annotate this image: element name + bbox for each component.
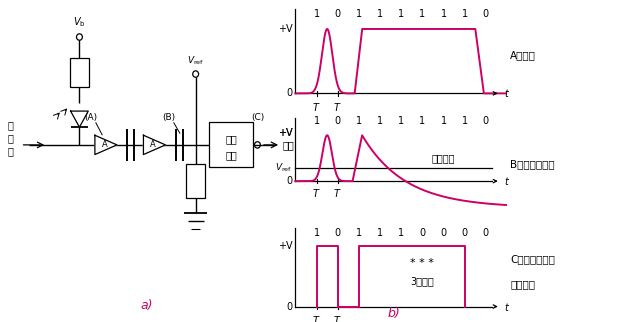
Text: 1: 1 <box>441 9 446 19</box>
Text: $t$: $t$ <box>504 300 510 313</box>
Text: $t$: $t$ <box>504 175 510 187</box>
Text: $V_\mathrm{b}$: $V_\mathrm{b}$ <box>73 16 86 29</box>
Text: 1: 1 <box>356 116 362 126</box>
Text: +V: +V <box>277 242 292 251</box>
Text: A点波形: A点波形 <box>510 50 536 60</box>
Text: 1: 1 <box>398 9 404 19</box>
Bar <box>70 58 89 87</box>
Text: $T$: $T$ <box>334 187 342 199</box>
Text: 1: 1 <box>356 9 362 19</box>
Text: 电路: 电路 <box>225 150 237 160</box>
Text: 1: 1 <box>377 9 383 19</box>
Text: b): b) <box>388 308 401 320</box>
Text: 1: 1 <box>441 116 446 126</box>
Text: 1: 1 <box>419 9 426 19</box>
Text: 判决门限: 判决门限 <box>432 153 455 163</box>
Text: 0: 0 <box>441 228 446 238</box>
Text: 判决: 判决 <box>225 135 237 145</box>
Text: B点判决前波形: B点判决前波形 <box>510 159 555 169</box>
Text: 光: 光 <box>8 120 13 131</box>
Text: 输出: 输出 <box>282 140 294 150</box>
Polygon shape <box>95 135 117 155</box>
Text: $T$: $T$ <box>312 314 321 322</box>
Text: $T$: $T$ <box>312 101 321 113</box>
Text: a): a) <box>141 299 153 312</box>
Text: $t$: $t$ <box>504 87 510 99</box>
Text: (C): (C) <box>251 113 264 122</box>
Text: 1: 1 <box>398 116 404 126</box>
Text: 1: 1 <box>356 228 362 238</box>
Text: +V: +V <box>277 128 292 138</box>
Text: 1: 1 <box>314 116 320 126</box>
Text: * * *: * * * <box>411 258 434 268</box>
Text: 输: 输 <box>8 133 13 144</box>
Text: 1: 1 <box>377 116 383 126</box>
Text: A: A <box>150 140 156 149</box>
Text: C点输出产生误: C点输出产生误 <box>510 255 555 265</box>
Text: $T$: $T$ <box>334 314 342 322</box>
Text: 0: 0 <box>461 228 468 238</box>
Polygon shape <box>143 135 165 155</box>
Bar <box>209 122 253 167</box>
Polygon shape <box>71 111 88 127</box>
Text: 0: 0 <box>286 176 292 186</box>
Text: $V_\mathrm{ref}$: $V_\mathrm{ref}$ <box>187 55 204 67</box>
Text: (A): (A) <box>85 113 98 122</box>
Text: 0: 0 <box>286 88 292 99</box>
Text: 1: 1 <box>398 228 404 238</box>
Text: 入: 入 <box>8 146 13 156</box>
Text: 0: 0 <box>483 9 489 19</box>
Text: 0: 0 <box>335 9 341 19</box>
Text: 1: 1 <box>461 116 468 126</box>
Text: 0: 0 <box>335 228 341 238</box>
Text: 0: 0 <box>483 228 489 238</box>
Text: 1: 1 <box>461 9 468 19</box>
Text: 0: 0 <box>419 228 426 238</box>
Bar <box>186 164 205 198</box>
Text: 码的波形: 码的波形 <box>510 279 535 289</box>
Text: +V: +V <box>277 128 292 138</box>
Text: 1: 1 <box>419 116 426 126</box>
Text: 0: 0 <box>286 301 292 312</box>
Text: 1: 1 <box>314 228 320 238</box>
Text: 0: 0 <box>483 116 489 126</box>
Text: A: A <box>101 140 107 149</box>
Text: $T$: $T$ <box>312 187 321 199</box>
Text: $T$: $T$ <box>334 101 342 113</box>
Text: (B): (B) <box>163 113 176 122</box>
Text: 0: 0 <box>335 116 341 126</box>
Text: $V_\mathrm{ref}$: $V_\mathrm{ref}$ <box>275 161 292 174</box>
Text: 3个误码: 3个误码 <box>411 276 434 286</box>
Text: 1: 1 <box>377 228 383 238</box>
Text: 1: 1 <box>314 9 320 19</box>
Text: +V: +V <box>277 24 292 34</box>
